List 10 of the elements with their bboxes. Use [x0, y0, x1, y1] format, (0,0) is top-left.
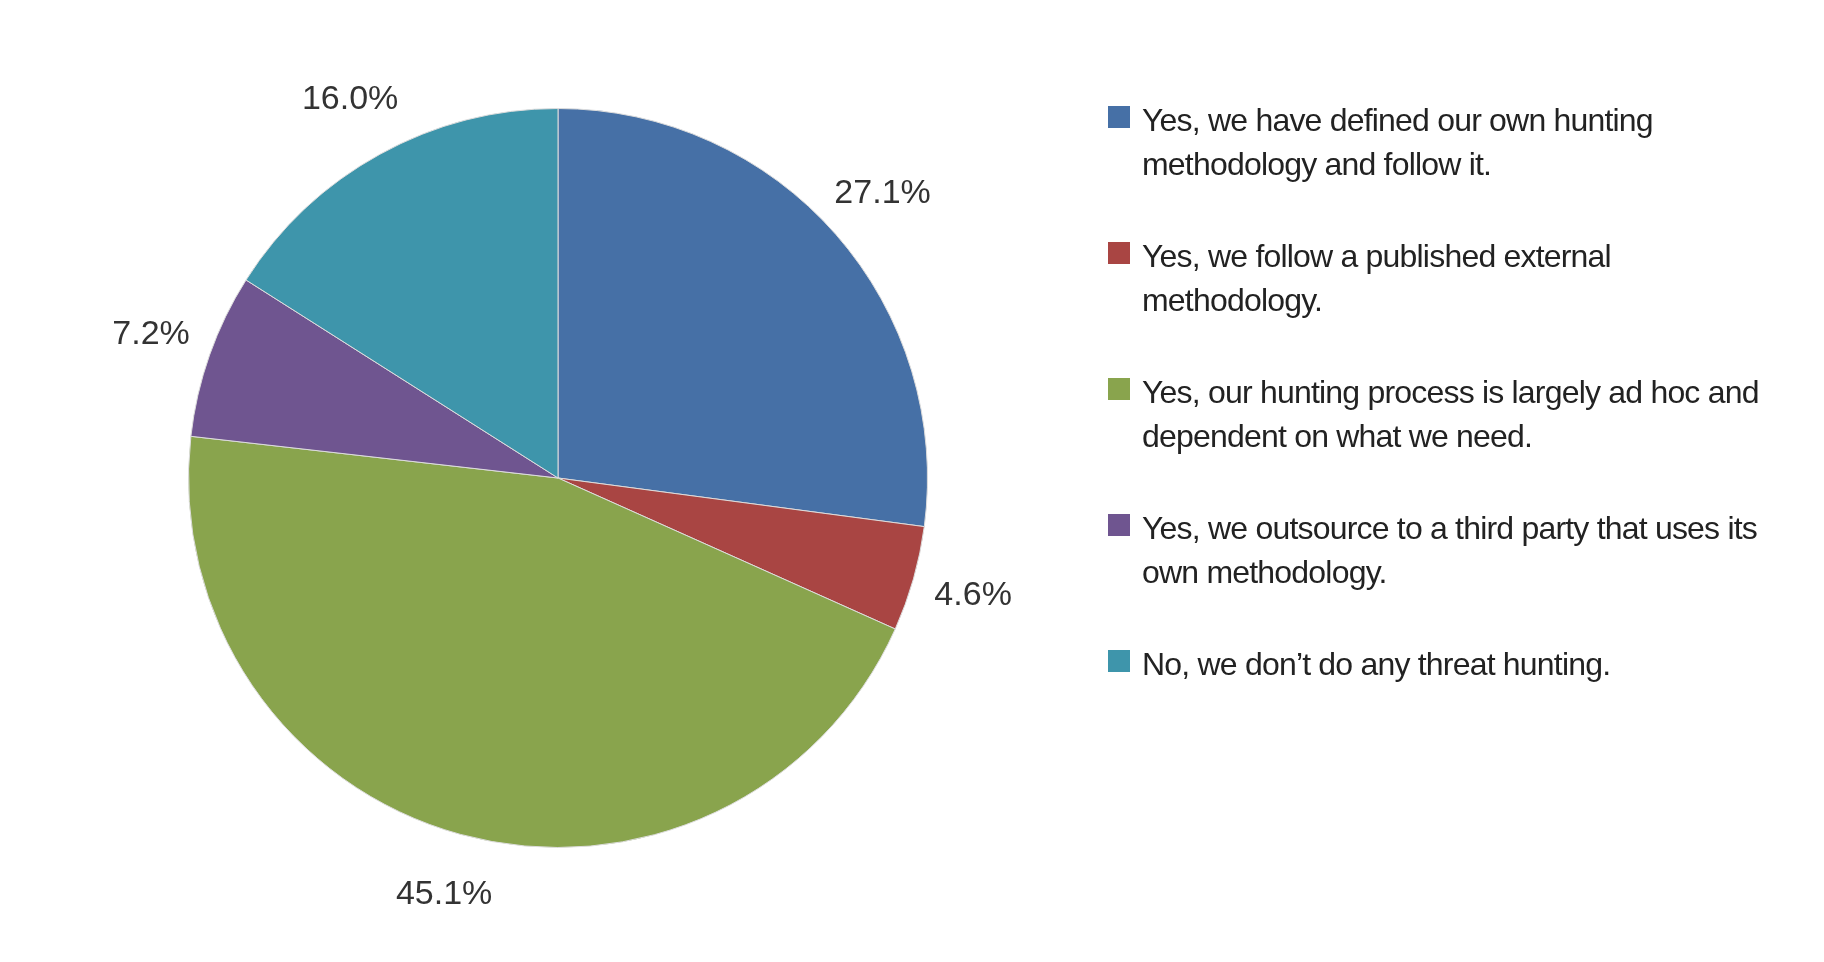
legend-label: Yes, our hunting process is largely ad hoc and dependent on what we need.: [1142, 373, 1760, 456]
legend-label: Yes, we have defined our own hunting methodology and follow it.: [1142, 101, 1654, 184]
data-label: 16.0%: [301, 78, 399, 117]
legend-label: Yes, we follow a published external methodology.: [1142, 237, 1612, 320]
data-label: 27.1%: [834, 172, 931, 211]
data-label: 7.2%: [112, 312, 190, 351]
legend-label: Yes, we outsource to a third party that uses its own methodology.: [1142, 509, 1758, 592]
legend-label: No, we don’t do any threat hunting.: [1142, 645, 1611, 684]
data-label: 45.1%: [395, 872, 493, 911]
data-label: 4.6%: [934, 574, 1012, 613]
